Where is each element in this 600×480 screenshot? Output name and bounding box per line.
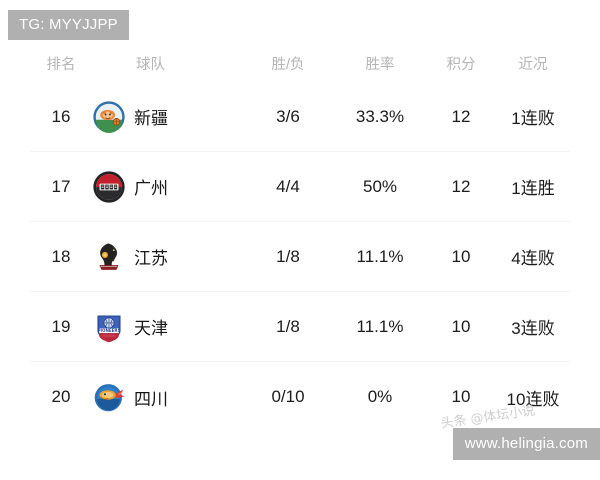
cell-team: 广州 bbox=[92, 170, 242, 204]
cell-win-rate: 33.3% bbox=[355, 106, 405, 126]
cell-rank: 18 bbox=[51, 246, 71, 266]
cell-points: 12 bbox=[451, 106, 471, 126]
cell-form: 10连败 bbox=[506, 389, 560, 409]
cell-points: 10 bbox=[451, 246, 471, 266]
team-name: 天津 bbox=[134, 319, 168, 338]
cell-form: 1连胜 bbox=[511, 179, 555, 198]
team-name: 广州 bbox=[134, 179, 168, 198]
column-header-form: 近况 bbox=[518, 56, 548, 73]
column-header-win-loss: 胜/负 bbox=[271, 56, 305, 73]
standings-table: 排名 球队 胜/负 胜率 积分 近况 16 新疆 bbox=[0, 44, 600, 432]
table-header-row: 排名 球队 胜/负 胜率 积分 近况 bbox=[30, 44, 570, 82]
column-header-win-rate: 胜率 bbox=[365, 56, 395, 73]
team-name: 新疆 bbox=[134, 109, 168, 128]
cell-win-loss: 1/8 bbox=[276, 246, 300, 266]
column-header-points: 积分 bbox=[446, 56, 476, 73]
cell-team: 新疆 bbox=[92, 100, 242, 134]
column-header-team: 球队 bbox=[136, 56, 165, 73]
cell-form: 3连败 bbox=[511, 319, 555, 338]
table-row[interactable]: 16 新疆 3/6 33.3% 12 1连败 bbox=[30, 82, 570, 152]
cell-win-rate: 11.1% bbox=[356, 316, 404, 336]
cell-team: 江苏 bbox=[92, 240, 242, 274]
team-name: 四川 bbox=[134, 389, 168, 409]
cell-win-rate: 11.1% bbox=[356, 246, 404, 266]
cell-rank: 17 bbox=[51, 176, 71, 196]
team-name: 江苏 bbox=[134, 249, 168, 268]
table-row[interactable]: 18 江苏 1/8 11.1% 10 4连败 bbox=[30, 222, 570, 292]
cell-form: 1连败 bbox=[511, 109, 555, 128]
cell-team: 四川 bbox=[92, 380, 242, 414]
table-row[interactable]: 17 bbox=[30, 152, 570, 222]
cell-rank: 19 bbox=[51, 316, 71, 336]
table-row[interactable]: 20 四川 0/10 0% 10 10连败 bbox=[30, 362, 570, 432]
column-header-rank: 排名 bbox=[46, 56, 76, 73]
cell-win-loss: 1/8 bbox=[276, 316, 300, 336]
site-url-badge: www.helingia.com bbox=[452, 428, 600, 460]
cell-rank: 20 bbox=[51, 387, 71, 406]
tianjin-pioneers-logo: PIONEERS bbox=[97, 314, 121, 342]
cell-points: 10 bbox=[451, 316, 471, 336]
cell-rank: 16 bbox=[51, 106, 71, 126]
jiangsu-dragons-logo bbox=[99, 242, 119, 270]
guangzhou-loong-lions-logo bbox=[93, 170, 125, 203]
cell-points: 12 bbox=[451, 176, 471, 196]
cell-win-loss: 3/6 bbox=[276, 106, 300, 126]
table-row[interactable]: 19 PIONEERS 天津 1/8 11.1% 10 3连败 bbox=[30, 292, 570, 362]
cell-win-loss: 4/4 bbox=[276, 176, 300, 196]
cell-win-loss: 0/10 bbox=[271, 387, 305, 406]
cell-win-rate: 50% bbox=[362, 176, 398, 196]
tg-badge: TG: MYYJJPP bbox=[8, 10, 129, 40]
cell-win-rate: 0% bbox=[367, 387, 393, 406]
cell-points: 10 bbox=[451, 387, 471, 406]
xinjiang-flying-tigers-logo bbox=[93, 100, 125, 133]
cell-form: 4连败 bbox=[511, 249, 555, 268]
sichuan-blue-whales-logo bbox=[94, 384, 125, 412]
cell-team: PIONEERS 天津 bbox=[92, 310, 242, 344]
svg-text:PIONEERS: PIONEERS bbox=[97, 328, 120, 333]
